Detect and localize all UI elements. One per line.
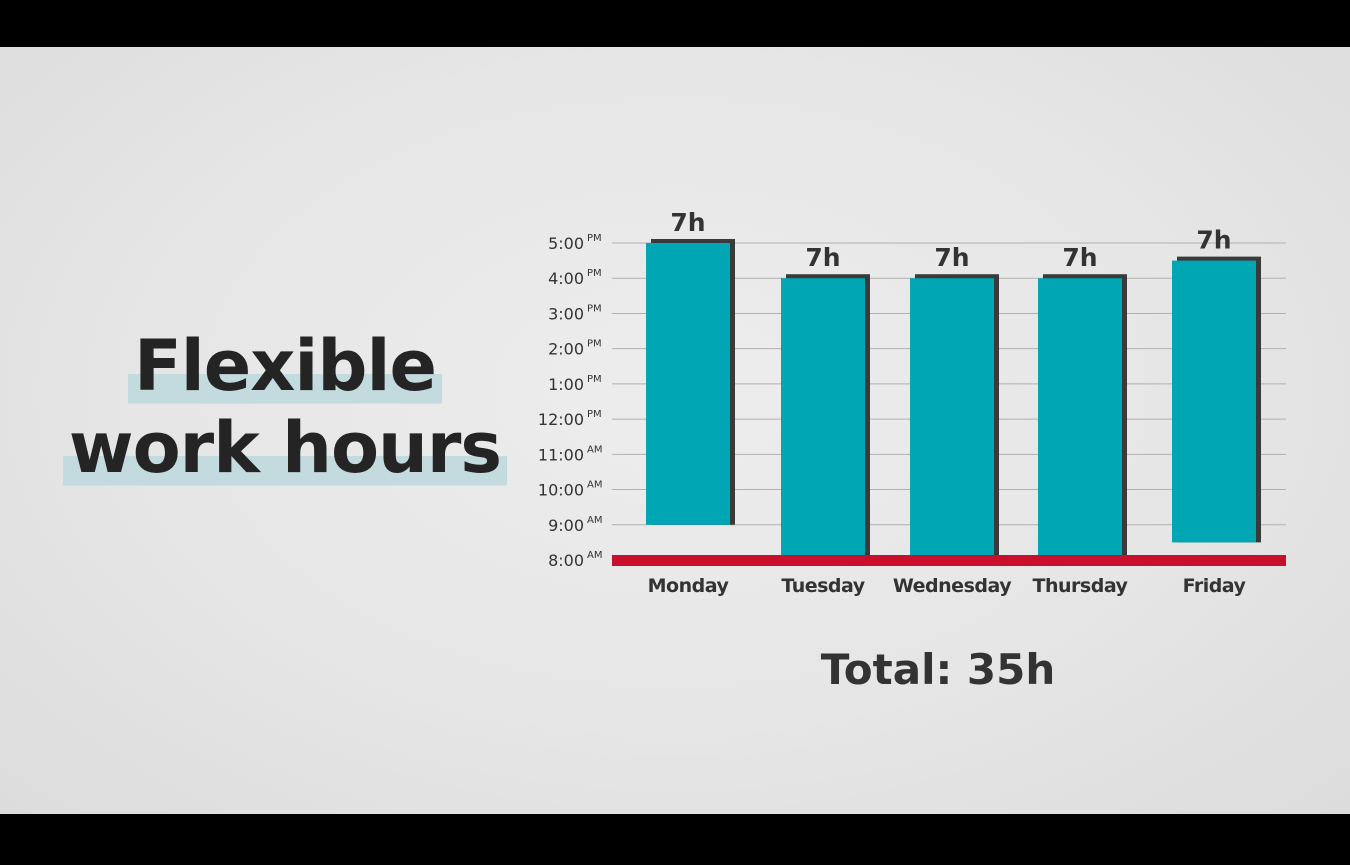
bar (781, 278, 865, 556)
y-tick-suffix: PM (587, 339, 602, 350)
y-tick-label: 2:00 (548, 340, 584, 359)
y-tick-suffix: AM (587, 550, 602, 561)
bar (1038, 278, 1122, 556)
y-tick-label: 10:00 (538, 481, 584, 500)
bar-value-label: 7h (1062, 243, 1097, 272)
y-tick-suffix: PM (587, 268, 602, 279)
y-tick-suffix: PM (587, 303, 602, 314)
headline-line-2: work hours (62, 407, 508, 489)
y-tick-suffix: AM (587, 444, 602, 455)
y-tick-suffix: PM (587, 409, 602, 420)
y-tick-label: 4:00 (548, 269, 584, 288)
y-tick-suffix: AM (587, 480, 602, 491)
y-tick-suffix: PM (587, 374, 602, 385)
y-tick-label: 8:00 (548, 551, 584, 570)
y-tick-label: 11:00 (538, 445, 584, 464)
bar-value-label: 7h (934, 243, 969, 272)
total-hours-label: Total: 35h (820, 645, 1056, 694)
y-tick-label: 5:00 (548, 234, 584, 253)
headline-line-1: Flexible (127, 325, 442, 407)
x-tick-label: Tuesday (781, 575, 865, 597)
x-tick-label: Wednesday (893, 575, 1012, 597)
y-tick-label: 12:00 (538, 410, 584, 429)
x-tick-label: Thursday (1033, 575, 1129, 597)
bar-value-label: 7h (805, 243, 840, 272)
y-tick-label: 9:00 (548, 516, 584, 535)
bar-value-label: 7h (670, 208, 705, 237)
headline: Flexible work hours (60, 325, 510, 489)
baseline-8am (612, 555, 1286, 566)
bar (646, 243, 730, 525)
y-tick-suffix: AM (587, 515, 602, 526)
bar-value-label: 7h (1196, 226, 1231, 255)
bar (1172, 260, 1256, 543)
y-tick-label: 1:00 (548, 375, 584, 394)
y-tick-suffix: PM (587, 233, 602, 244)
y-tick-label: 3:00 (548, 304, 584, 323)
x-tick-label: Monday (648, 575, 730, 597)
bar (910, 278, 994, 556)
x-tick-label: Friday (1183, 575, 1247, 597)
